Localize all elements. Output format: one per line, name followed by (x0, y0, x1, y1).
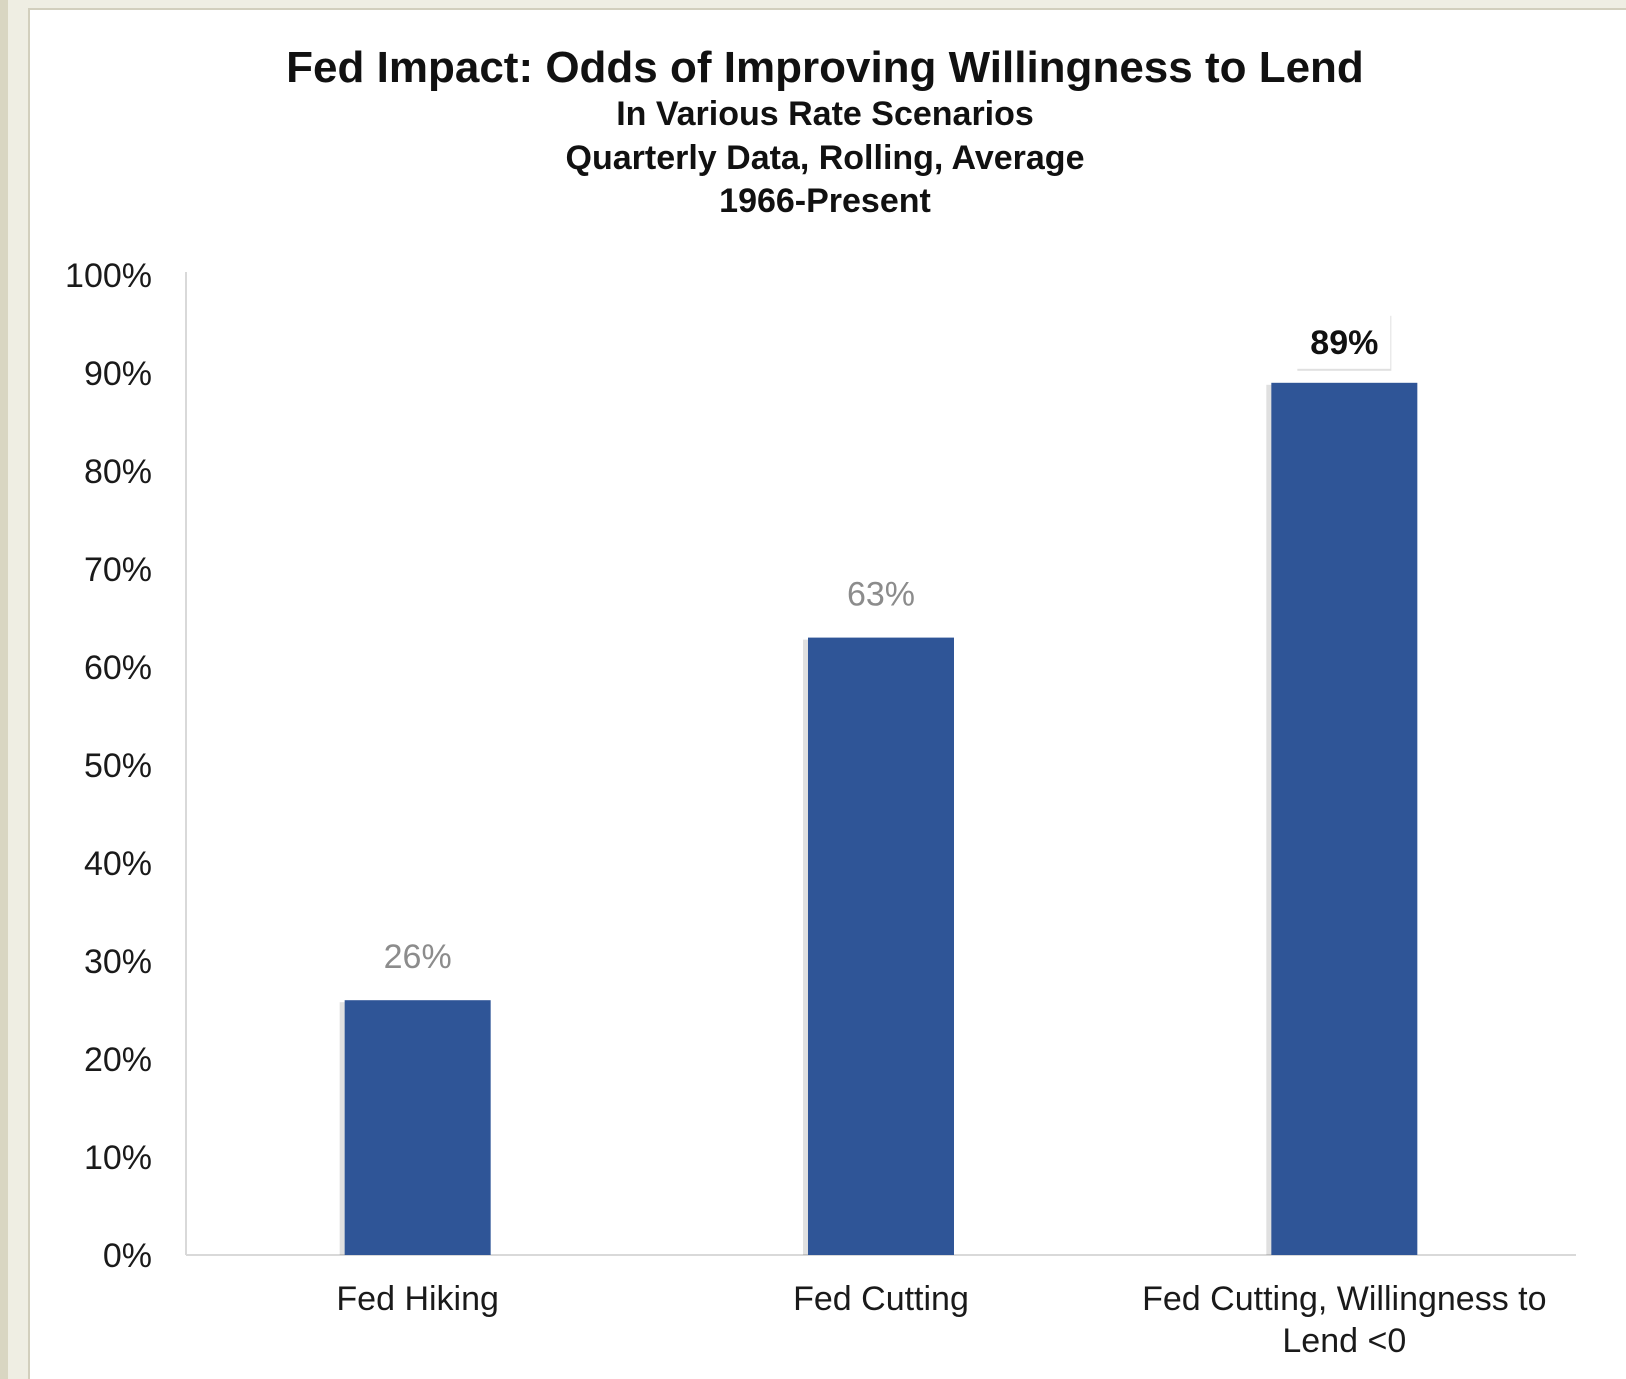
category-label: Fed Hiking (336, 1280, 499, 1318)
y-tick-label: 80% (84, 453, 152, 491)
y-tick-label: 60% (84, 649, 152, 687)
y-tick-label: 30% (84, 943, 152, 981)
y-tick-label: 70% (84, 551, 152, 589)
y-tick-label: 20% (84, 1041, 152, 1079)
bar (808, 637, 954, 1255)
y-tick-label: 10% (84, 1139, 152, 1177)
chart-subtitle-line-3: 1966-Present (719, 182, 931, 220)
data-label: 89% (1310, 324, 1378, 362)
y-tick-label: 100% (65, 257, 152, 295)
bar (1271, 382, 1418, 1255)
category-label: Lend <0 (1282, 1322, 1406, 1360)
bar (344, 1000, 491, 1255)
category-label: Fed Cutting, Willingness to (1142, 1280, 1546, 1318)
chart-title: Fed Impact: Odds of Improving Willingnes… (286, 43, 1364, 92)
y-tick-label: 50% (84, 747, 152, 785)
y-tick-label: 0% (103, 1237, 152, 1275)
chart-subtitle-line-2: Quarterly Data, Rolling, Average (566, 139, 1085, 177)
chart-subtitle-line-1: In Various Rate Scenarios (616, 95, 1034, 133)
left-border-strip (0, 0, 8, 1379)
y-tick-label: 40% (84, 845, 152, 883)
data-label-box (1294, 312, 1391, 369)
data-label: 63% (847, 576, 915, 614)
y-tick-label: 90% (84, 355, 152, 393)
data-label: 26% (384, 938, 452, 976)
category-label: Fed Cutting (793, 1280, 969, 1318)
